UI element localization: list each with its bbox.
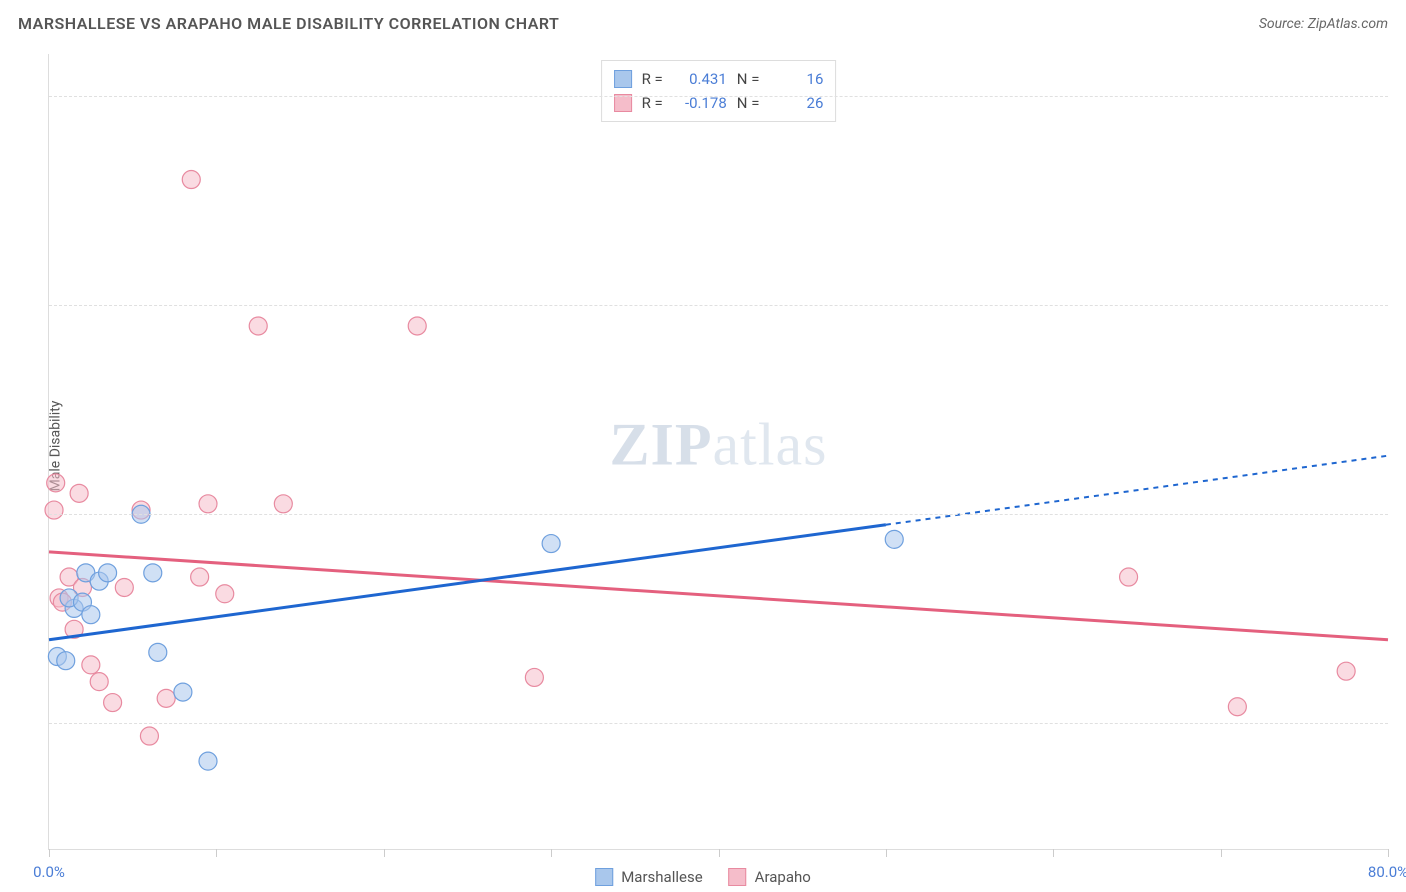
plot-svg bbox=[49, 54, 1388, 849]
swatch-arapaho-icon bbox=[729, 868, 747, 886]
y-tick-label: 30.0% bbox=[1398, 296, 1406, 314]
x-tick-label: 0.0% bbox=[33, 863, 65, 881]
stats-legend: R =0.431 N =16 R =-0.178 N =26 bbox=[601, 60, 837, 122]
y-tick-label: 40.0% bbox=[1398, 87, 1406, 105]
scatter-chart: ZIPatlas R =0.431 N =16 R =-0.178 N =26 … bbox=[48, 54, 1388, 850]
x-tick-label: 80.0% bbox=[1368, 863, 1406, 881]
stats-row-arapaho: R =-0.178 N =26 bbox=[614, 91, 824, 115]
y-tick-label: 10.0% bbox=[1398, 714, 1406, 732]
swatch-marshallese bbox=[614, 70, 632, 88]
chart-title: MARSHALLESE VS ARAPAHO MALE DISABILITY C… bbox=[18, 14, 559, 33]
legend-item-arapaho: Arapaho bbox=[729, 868, 811, 886]
legend-item-marshallese: Marshallese bbox=[595, 868, 702, 886]
source-credit: Source: ZipAtlas.com bbox=[1259, 16, 1388, 32]
stats-row-marshallese: R =0.431 N =16 bbox=[614, 67, 824, 91]
swatch-marshallese-icon bbox=[595, 868, 613, 886]
bottom-legend: Marshallese Arapaho bbox=[595, 868, 811, 886]
y-tick-label: 20.0% bbox=[1398, 505, 1406, 523]
